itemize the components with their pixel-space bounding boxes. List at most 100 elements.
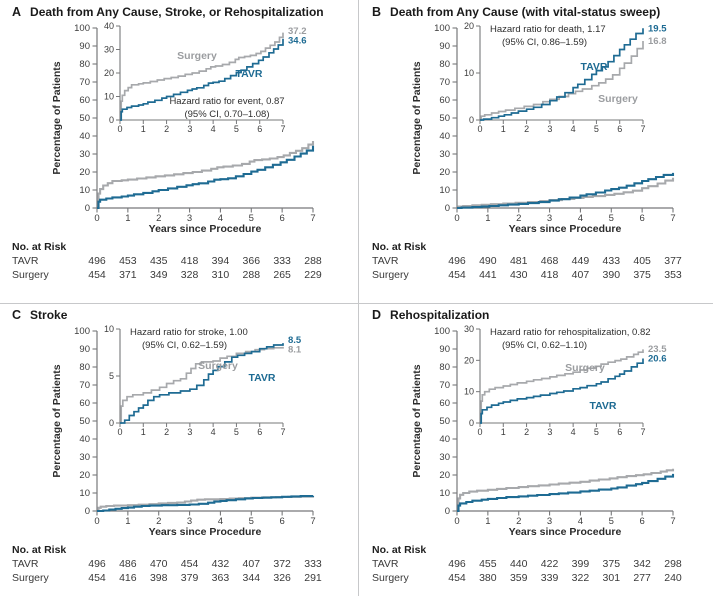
inset-x-tick-label: 2	[524, 427, 529, 437]
panel-a-letter: A	[12, 5, 22, 19]
inset-x-tick-label: 4	[571, 427, 576, 437]
risk-count: 339	[540, 572, 559, 584]
y-tick-label: 60	[439, 398, 450, 409]
inset-y-tick-label: 30	[464, 324, 474, 334]
hazard-ratio-ci-text: (95% CI, 0.62–1.10)	[502, 340, 587, 351]
endpoint-label-tavr: 8.5	[288, 335, 302, 346]
risk-count: 486	[119, 558, 137, 570]
risk-count: 453	[119, 255, 137, 267]
panel-b-title: B Death from Any Cause (with vital-status…	[372, 5, 660, 19]
risk-count: 481	[509, 255, 528, 267]
risk-count: 455	[479, 558, 497, 570]
panel-d-risk-table: No. at Risk TAVR 496 455 440 422 399 375 342 298…	[362, 544, 712, 590]
risk-count: 496	[88, 558, 106, 570]
y-tick-label: 90	[439, 41, 450, 52]
x-tick-label: 7	[670, 213, 675, 224]
y-tick-label: 80	[79, 59, 90, 70]
x-tick-label: 4	[218, 213, 223, 224]
risk-count: 454	[88, 572, 106, 584]
risk-count: 375	[633, 269, 651, 281]
inset-x-tick-label: 3	[547, 124, 552, 134]
x-tick-label: 2	[516, 516, 521, 527]
risk-count: 449	[571, 255, 590, 267]
panel-d: D Rehospitalization 0 10 20 30 40 50 60 70 80 90 10…	[362, 303, 712, 596]
risk-count: 407	[571, 269, 590, 281]
risk-count: 470	[149, 558, 168, 570]
x-tick-label: 5	[249, 213, 254, 224]
risk-count: 322	[571, 572, 590, 584]
inset-y-tick-label: 30	[104, 45, 114, 55]
y-tick-label: 10	[439, 488, 450, 499]
x-tick-label: 1	[485, 516, 490, 527]
risk-count: 418	[180, 255, 199, 267]
y-tick-label: 40	[79, 434, 90, 445]
x-tick-label: 7	[310, 213, 315, 224]
x-tick-label: 0	[454, 213, 459, 224]
x-tick-label: 7	[670, 516, 675, 527]
risk-count: 277	[633, 572, 651, 584]
y-tick-label: 20	[439, 167, 450, 178]
inset-x-tick-label: 1	[141, 124, 146, 134]
risk-count: 298	[664, 558, 682, 570]
risk-count: 454	[448, 269, 466, 281]
series-label-tavr: TAVR	[235, 68, 262, 80]
inset-y-tick-label: 20	[104, 68, 114, 78]
inset-x-tick-label: 3	[547, 427, 552, 437]
inset-x-tick-label: 6	[257, 427, 262, 437]
risk-row-label: Surgery	[372, 269, 409, 281]
km-curve-inset-tavr	[480, 358, 644, 424]
x-tick-label: 6	[639, 213, 644, 224]
panel-c-title-text: Stroke	[30, 308, 68, 322]
panel-a: A Death from Any Cause, Stroke, or Rehosp…	[2, 0, 352, 293]
risk-row-label: Surgery	[12, 572, 49, 584]
risk-count: 440	[509, 558, 528, 570]
risk-count: 432	[211, 558, 230, 570]
x-tick-label: 4	[578, 213, 583, 224]
risk-row-surgery: Surgery 454 416 398 379 363 344 326 291	[2, 572, 352, 585]
risk-count: 496	[448, 558, 466, 570]
x-tick-label: 5	[609, 516, 614, 527]
risk-count: 288	[304, 255, 322, 267]
inset-x-tick-label: 5	[234, 124, 239, 134]
risk-table-header: No. at Risk	[12, 241, 67, 253]
risk-count: 333	[273, 255, 291, 267]
y-tick-label: 90	[79, 344, 90, 355]
risk-count: 349	[149, 269, 168, 281]
risk-count: 366	[242, 255, 261, 267]
risk-count: 418	[540, 269, 559, 281]
risk-row-tavr: TAVR 496 486 470 454 432 407 372 333	[2, 558, 352, 571]
risk-count: 326	[273, 572, 291, 584]
y-tick-label: 100	[74, 23, 90, 34]
y-tick-label: 100	[74, 326, 90, 337]
inset-x-tick-label: 5	[234, 427, 239, 437]
hazard-ratio-text: Hazard ratio for stroke, 1.00	[130, 327, 248, 338]
km-curve-inset-tavr	[120, 343, 284, 424]
km-curve-main-surgery	[97, 141, 315, 210]
x-tick-label: 2	[156, 516, 161, 527]
risk-count: 405	[633, 255, 651, 267]
inset-x-tick-label: 1	[141, 427, 146, 437]
risk-row-label: TAVR	[12, 558, 39, 570]
endpoint-label-surgery: 16.8	[648, 36, 667, 47]
inset-x-tick-label: 0	[117, 427, 122, 437]
risk-table-header: No. at Risk	[372, 544, 427, 556]
x-tick-label: 5	[249, 516, 254, 527]
panel-b: B Death from Any Cause (with vital-status…	[362, 0, 712, 293]
y-tick-label: 80	[439, 59, 450, 70]
y-axis-title: Percentage of Patients	[411, 364, 423, 477]
inset-x-tick-label: 6	[617, 427, 622, 437]
risk-count: 342	[633, 558, 651, 570]
inset-x-tick-label: 5	[594, 124, 599, 134]
risk-count: 435	[149, 255, 168, 267]
x-tick-label: 1	[125, 516, 130, 527]
risk-count: 344	[242, 572, 261, 584]
risk-count: 454	[448, 572, 466, 584]
panel-b-title-text: Death from Any Cause (with vital-status …	[390, 5, 661, 19]
hazard-ratio-text: Hazard ratio for event, 0.87	[169, 96, 284, 107]
risk-count: 353	[664, 269, 682, 281]
endpoint-label-surgery: 37.2	[288, 26, 307, 37]
risk-row-tavr: TAVR 496 490 481 468 449 433 405 377	[362, 255, 712, 268]
inset-x-tick-label: 4	[571, 124, 576, 134]
y-tick-label: 100	[434, 23, 450, 34]
